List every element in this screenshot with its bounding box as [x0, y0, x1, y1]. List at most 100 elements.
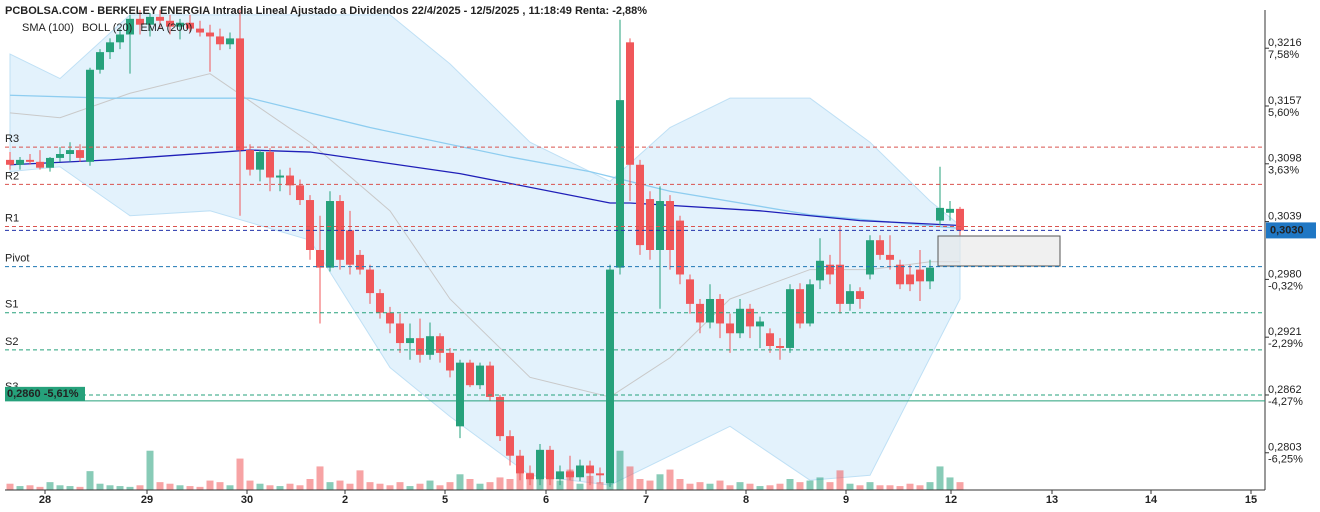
candle-body — [856, 291, 864, 299]
candle-body — [836, 264, 844, 304]
candle-body — [636, 164, 644, 246]
legend-entry: EMA (200) — [140, 22, 192, 34]
volume-bar — [786, 479, 794, 490]
volume-bar — [136, 485, 144, 490]
candle-body — [416, 338, 424, 355]
volume-bar — [666, 469, 674, 490]
x-tick-label: 14 — [1145, 494, 1158, 506]
volume-bar — [496, 477, 504, 490]
candle-body — [886, 254, 894, 260]
x-tick-label: 30 — [241, 494, 253, 506]
volume-bar — [816, 477, 824, 490]
candle-body — [246, 150, 254, 170]
volume-bar — [126, 486, 134, 490]
candle-body — [76, 150, 84, 158]
chart-title: PCBOLSA.COM - BERKELEY ENERGIA Intradia … — [5, 5, 647, 17]
candle-body — [466, 362, 474, 386]
volume-bar — [26, 485, 34, 490]
candle-body — [666, 201, 674, 250]
candle-body — [506, 436, 514, 456]
candle-body — [156, 16, 164, 21]
candle-body — [606, 269, 614, 484]
volume-bar — [296, 485, 304, 490]
candle-body — [16, 159, 24, 165]
low-tag-label: 0,2860 -5,61% — [7, 388, 79, 400]
volume-bar — [106, 485, 114, 490]
volume-bar — [576, 483, 584, 490]
candle-body — [906, 274, 914, 285]
candle-body — [326, 201, 334, 268]
candle-body — [896, 264, 904, 285]
volume-bar — [556, 480, 564, 490]
candle-body — [146, 16, 154, 25]
volume-bar — [846, 483, 854, 490]
y-tick-change: -6,25% — [1268, 454, 1303, 466]
candle-body — [486, 365, 494, 397]
volume-bar — [836, 470, 844, 490]
candle-body — [426, 336, 434, 355]
candle-body — [956, 208, 964, 231]
volume-bar — [436, 485, 444, 490]
candle-body — [56, 154, 64, 158]
x-tick-label: 9 — [843, 494, 849, 506]
volume-bar — [636, 479, 644, 490]
candle-body — [926, 267, 934, 282]
x-tick-label: 13 — [1046, 494, 1058, 506]
volume-bar — [116, 486, 124, 490]
x-tick-label: 12 — [945, 494, 957, 506]
volume-bar — [766, 485, 774, 490]
x-tick-label: 28 — [39, 494, 51, 506]
volume-bar — [876, 485, 884, 490]
y-tick-change: 7,58% — [1268, 49, 1299, 61]
volume-bar — [676, 479, 684, 490]
volume-bar — [916, 485, 924, 490]
candle-body — [826, 264, 834, 275]
volume-bar — [716, 480, 724, 490]
candle-body — [526, 473, 534, 480]
candle-body — [796, 289, 804, 324]
candle-body — [936, 207, 944, 221]
volume-bar — [946, 477, 954, 490]
volume-bar — [456, 474, 464, 490]
volume-bar — [936, 466, 944, 490]
candle-body — [546, 449, 554, 480]
y-tick-label: 0,3098 — [1268, 153, 1302, 165]
volume-bar — [176, 485, 184, 490]
last-price-label: 0,3030 — [1270, 224, 1304, 236]
y-tick-change: 5,60% — [1268, 107, 1299, 119]
candle-body — [86, 69, 94, 162]
candle-body — [406, 338, 414, 344]
y-tick-label: 0,3216 — [1268, 37, 1302, 49]
candle-body — [846, 291, 854, 304]
volume-bar — [336, 480, 344, 490]
legend-entry: BOLL (20) — [82, 22, 132, 34]
x-tick-label: 2 — [342, 494, 348, 506]
candle-body — [216, 36, 224, 45]
candle-body — [126, 18, 134, 35]
volume-bar — [446, 482, 454, 490]
candle-body — [656, 201, 664, 250]
volume-bar — [246, 480, 254, 490]
volume-bar — [806, 480, 814, 490]
bollinger-middle — [9, 73, 960, 398]
y-tick-label: 0,2803 — [1268, 442, 1302, 454]
candle-body — [726, 323, 734, 334]
volume-bar — [686, 483, 694, 490]
candle-body — [806, 284, 814, 324]
volume-bar — [476, 483, 484, 490]
candle-body — [916, 269, 924, 282]
volume-bar — [826, 482, 834, 490]
volume-bar — [236, 458, 244, 490]
level-label: S2 — [5, 336, 18, 348]
candle-body — [946, 208, 954, 213]
volume-bar — [396, 482, 404, 490]
candle-body — [26, 159, 34, 162]
y-tick-label: 0,3157 — [1268, 95, 1302, 107]
candle-body — [746, 308, 754, 327]
volume-bar — [646, 480, 654, 490]
candle-body — [476, 365, 484, 386]
volume-bar — [906, 483, 914, 490]
candle-body — [786, 289, 794, 348]
x-tick-label: 7 — [643, 494, 649, 506]
